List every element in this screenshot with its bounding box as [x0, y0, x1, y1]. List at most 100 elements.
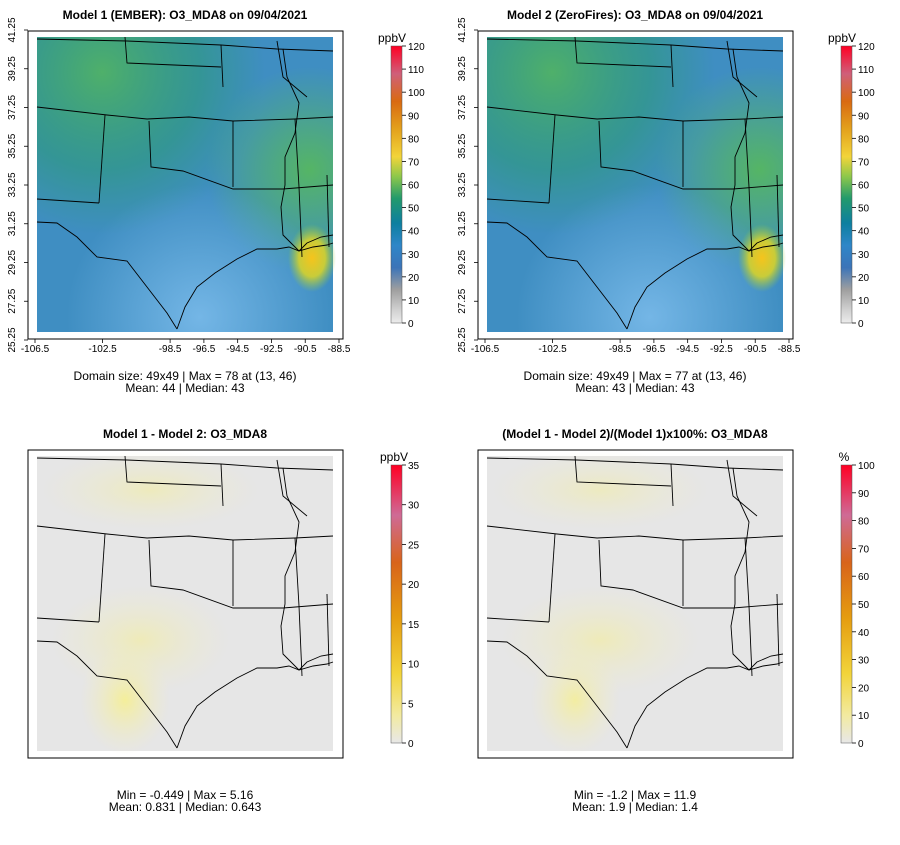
- panel-model1-title: Model 1 (EMBER): O3_MDA8 on 09/04/2021: [63, 8, 308, 22]
- panel-pct-stats-line2: Mean: 1.9 | Median: 1.4: [572, 800, 698, 814]
- y-tick-label: 25.25: [457, 327, 468, 352]
- x-tick-label: -94.5: [676, 344, 699, 355]
- panel-model2-colorbar-unit: ppbV: [828, 31, 856, 45]
- colorbar-tick-label: 70: [858, 544, 870, 555]
- panel-model1-y-axis: 25.25 27.25 29.25 31.25 33.25 35.25 37.25 39.25…: [7, 17, 28, 353]
- colorbar-tick-label: 10: [408, 296, 420, 307]
- colorbar-tick-label: 80: [858, 517, 870, 528]
- y-tick-label: 33.25: [7, 172, 18, 197]
- panel-pct-stats-line1: Min = -1.2 | Max = 11.9: [574, 788, 697, 802]
- panel-model1-x-axis: -106.5 -102.5 -98.5 -96.5 -94.5 -92.5 -90.5 -88…: [21, 339, 351, 355]
- panel-pct-colorbar-unit: %: [839, 450, 850, 464]
- y-tick-label: 39.25: [7, 56, 18, 81]
- colorbar-tick-label: 100: [858, 461, 875, 472]
- colorbar-tick-label: 110: [858, 65, 874, 76]
- x-tick-label: -106.5: [471, 344, 500, 355]
- x-tick-label: -88.5: [328, 344, 351, 355]
- x-tick-label: -106.5: [21, 344, 50, 355]
- y-tick-label: 29.25: [457, 250, 468, 275]
- colorbar-tick-label: 40: [408, 227, 420, 238]
- panel-pct-title: (Model 1 - Model 2)/(Model 1)x100%: O3_M…: [502, 427, 768, 441]
- colorbar-tick-label: 60: [408, 181, 420, 192]
- panel-diff-colorbar: [390, 464, 403, 744]
- y-tick-label: 41.25: [457, 17, 468, 42]
- colorbar-tick-label: 50: [858, 600, 870, 611]
- panel-model2-colorbar: [840, 45, 853, 324]
- panel-diff-title: Model 1 - Model 2: O3_MDA8: [103, 427, 267, 441]
- y-tick-label: 27.25: [7, 288, 18, 313]
- colorbar-tick-label: 110: [408, 65, 424, 76]
- colorbar-tick-label: 90: [858, 111, 870, 122]
- colorbar-tick-label: 30: [408, 250, 420, 261]
- colorbar-tick-label: 20: [858, 273, 870, 284]
- colorbar-tick-label: 0: [858, 739, 864, 750]
- panel-pct: (Model 1 - Model 2)/(Model 1)x100%: O3_M…: [477, 427, 875, 814]
- y-tick-label: 31.25: [7, 211, 18, 236]
- x-tick-label: -88.5: [778, 344, 801, 355]
- panel-diff-frame: [27, 449, 344, 759]
- x-tick-label: -92.5: [260, 344, 283, 355]
- panel-model1-stats-line1: Domain size: 49x49 | Max = 78 at (13, 46…: [74, 369, 297, 383]
- x-tick-label: -94.5: [226, 344, 249, 355]
- x-tick-label: -96.5: [642, 344, 665, 355]
- colorbar-tick-label: 30: [408, 501, 420, 512]
- panel-model1-stats-line2: Mean: 44 | Median: 43: [125, 381, 245, 395]
- y-tick-label: 35.25: [7, 133, 18, 158]
- panel-model1-colorbar-ticks: 0 10 20 30 40 50 60 70 80 90 100 110 120: [402, 42, 425, 330]
- colorbar-tick-label: 20: [408, 580, 420, 591]
- colorbar-tick-label: 50: [858, 204, 870, 215]
- panel-model2-map: [486, 36, 786, 332]
- y-tick-label: 37.25: [457, 95, 468, 120]
- panel-model2-hotspot: [738, 224, 786, 292]
- panel-model1-field-gulf: [37, 37, 333, 332]
- x-tick-label: -96.5: [192, 344, 215, 355]
- panel-model1-colorbar: [390, 45, 403, 324]
- colorbar-tick-label: 100: [408, 88, 425, 99]
- colorbar-tick-label: 70: [858, 157, 870, 168]
- colorbar-tick-label: 25: [408, 540, 420, 551]
- colorbar-tick-label: 30: [858, 656, 870, 667]
- panel-model2-x-axis: -106.5 -102.5 -98.5 -96.5 -94.5 -92.5 -90.5 -88…: [471, 339, 801, 355]
- colorbar-tick-label: 80: [858, 134, 870, 145]
- panel-pct-frame: [477, 449, 794, 759]
- x-tick-label: -102.5: [88, 344, 117, 355]
- colorbar-tick-label: 60: [858, 181, 870, 192]
- panel-model2-stats-line1: Domain size: 49x49 | Max = 77 at (13, 46…: [524, 369, 747, 383]
- x-tick-label: -90.5: [744, 344, 767, 355]
- colorbar-tick-label: 15: [408, 620, 420, 631]
- y-tick-label: 27.25: [457, 288, 468, 313]
- colorbar-tick-label: 20: [858, 683, 870, 694]
- colorbar-tick-label: 80: [408, 134, 420, 145]
- panel-model1-map: [36, 36, 336, 332]
- panel-diff: Model 1 - Model 2: O3_MDA8 Min = -0.449 …: [27, 427, 420, 814]
- colorbar-tick-label: 35: [408, 461, 420, 472]
- colorbar-tick-label: 50: [408, 204, 420, 215]
- x-tick-label: -102.5: [538, 344, 567, 355]
- colorbar-tick-label: 5: [408, 699, 414, 710]
- x-tick-label: -98.5: [609, 344, 632, 355]
- colorbar-tick-label: 70: [408, 157, 420, 168]
- colorbar-tick-label: 0: [408, 319, 414, 330]
- colorbar-tick-label: 0: [858, 319, 864, 330]
- y-tick-label: 25.25: [7, 327, 18, 352]
- x-tick-label: -92.5: [710, 344, 733, 355]
- colorbar-tick-label: 100: [858, 88, 875, 99]
- colorbar-tick-label: 40: [858, 227, 870, 238]
- panel-diff-field-central: [50, 585, 230, 695]
- colorbar-tick-label: 20: [408, 273, 420, 284]
- panel-model2: Model 2 (ZeroFires): O3_MDA8 on 09/04/20…: [457, 8, 875, 395]
- panel-diff-map: [36, 450, 334, 755]
- panel-model1: Model 1 (EMBER): O3_MDA8 on 09/04/2021 2…: [7, 8, 425, 395]
- panel-model2-stats-line2: Mean: 43 | Median: 43: [575, 381, 695, 395]
- colorbar-tick-label: 0: [408, 739, 414, 750]
- panel-pct-map: [486, 450, 784, 755]
- y-tick-label: 35.25: [457, 133, 468, 158]
- panel-diff-stats-line1: Min = -0.449 | Max = 5.16: [117, 788, 254, 802]
- y-tick-label: 33.25: [457, 172, 468, 197]
- panel-pct-field-central: [500, 585, 700, 695]
- colorbar-tick-label: 10: [858, 296, 870, 307]
- y-tick-label: 37.25: [7, 95, 18, 120]
- panel-diff-field-plains: [40, 450, 260, 530]
- panel-pct-field-plains: [490, 450, 710, 530]
- panel-model2-y-axis: 25.25 27.25 29.25 31.25 33.25 35.25 37.25 39.25…: [457, 17, 478, 353]
